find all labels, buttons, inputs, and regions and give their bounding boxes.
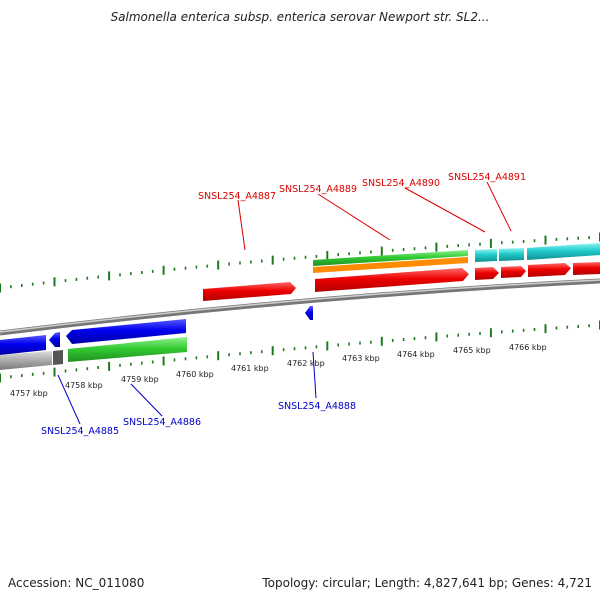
gene-a4886[interactable] [68, 337, 187, 362]
outer-tick-ring [0, 232, 600, 293]
tick-label: 4758 kbp [65, 381, 103, 390]
gene-labels: SNSL254_A4887 SNSL254_A4889 SNSL254_A489… [41, 172, 526, 437]
callout-a4891 [486, 181, 512, 232]
tick-label: 4761 kbp [231, 364, 269, 373]
gene-cyan-3[interactable] [527, 243, 600, 260]
gene-a4889-orange[interactable] [313, 257, 468, 273]
tick-label: 4766 kbp [509, 343, 547, 352]
gene-a4885[interactable] [49, 332, 60, 347]
gene-cyan-2[interactable] [499, 248, 524, 261]
gene-a4887[interactable] [203, 282, 296, 301]
gene-label-a4889[interactable]: SNSL254_A4889 [279, 184, 357, 195]
gene-blue-left[interactable] [0, 335, 46, 355]
accession-text: Accession: NC_011080 [8, 576, 145, 590]
map-title: Salmonella enterica subsp. enterica sero… [110, 10, 490, 24]
gene-a4891b[interactable] [573, 262, 600, 275]
forward-genes [203, 243, 600, 301]
gene-a4891[interactable] [528, 263, 571, 277]
callout-a4886 [130, 383, 163, 417]
topology-summary: Topology: circular; Length: 4,827,641 bp… [262, 576, 592, 590]
gene-a4889-green[interactable] [313, 250, 468, 266]
callout-a4887 [237, 199, 246, 251]
gene-label-a4888[interactable]: SNSL254_A4888 [278, 401, 356, 412]
callout-a4888 [312, 351, 317, 399]
gene-grey-left[interactable] [0, 351, 52, 370]
gene-label-a4886[interactable]: SNSL254_A4886 [123, 417, 201, 428]
callout-lines [57, 181, 512, 425]
tick-label: 4763 kbp [342, 354, 380, 363]
gene-a4890[interactable] [475, 267, 499, 280]
gene-label-a4891[interactable]: SNSL254_A4891 [448, 172, 526, 183]
genome-backbone [0, 278, 600, 336]
gene-label-a4890[interactable]: SNSL254_A4890 [362, 178, 440, 189]
gene-a4889[interactable] [315, 268, 469, 292]
tick-label: 4759 kbp [121, 375, 159, 384]
gene-a4886-blue[interactable] [66, 319, 186, 344]
callout-a4885 [57, 374, 81, 425]
gene-label-a4887[interactable]: SNSL254_A4887 [198, 191, 276, 202]
gene-dark-grey[interactable] [53, 350, 63, 365]
callout-a4889 [317, 193, 391, 241]
tick-label: 4757 kbp [10, 389, 48, 398]
tick-labels: 4757 kbp 4758 kbp 4759 kbp 4760 kbp 4761… [10, 343, 547, 398]
callout-a4890 [404, 187, 486, 233]
tick-label: 4762 kbp [287, 359, 325, 368]
tick-label: 4764 kbp [397, 350, 435, 359]
gene-label-a4885[interactable]: SNSL254_A4885 [41, 426, 119, 437]
tick-label: 4760 kbp [176, 370, 214, 379]
tick-label: 4765 kbp [453, 346, 491, 355]
gene-a4888[interactable] [305, 306, 313, 320]
reverse-genes [0, 306, 313, 370]
inner-tick-ring [0, 320, 600, 383]
gene-a4890b[interactable] [501, 266, 526, 278]
gene-cyan-1[interactable] [475, 249, 497, 262]
genome-backbone-highlight [0, 279, 600, 333]
